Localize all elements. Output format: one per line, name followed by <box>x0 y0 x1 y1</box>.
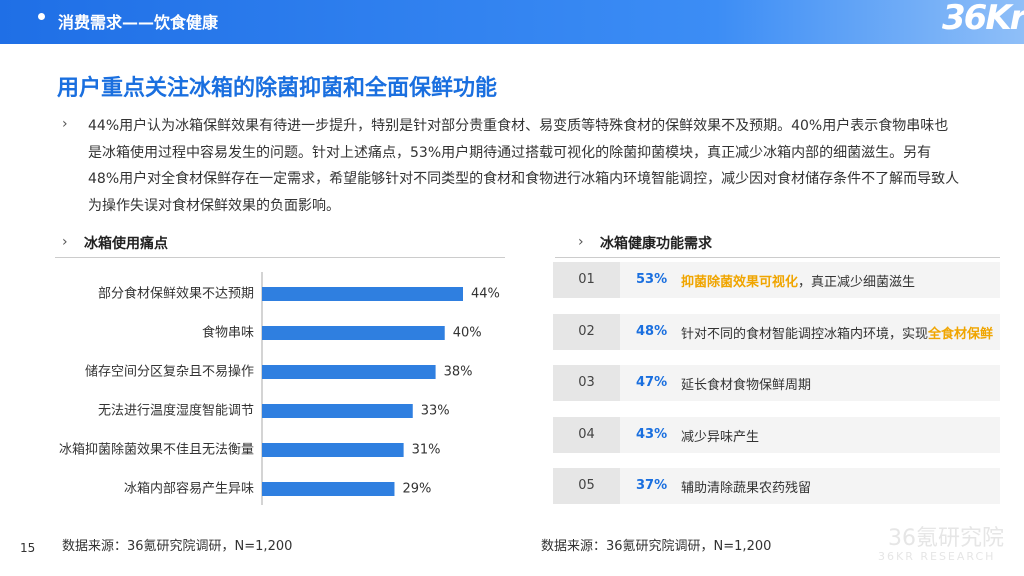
bar <box>262 287 463 301</box>
highlight-text: 抑菌除菌效果可视化 <box>681 275 799 290</box>
category-label: 储存空间分区复杂且不易操作 <box>85 364 254 380</box>
item-percent: 47% <box>636 375 668 390</box>
number-box <box>553 468 620 504</box>
item-text: 针对不同的食材智能调控冰箱内环境，实现全食材保鲜 <box>681 323 993 342</box>
header-dot <box>38 13 45 20</box>
category-label: 无法进行温度湿度智能调节 <box>98 403 254 419</box>
value-label: 38% <box>444 365 473 380</box>
item-number: 01 <box>578 272 595 287</box>
text: 减少异味产生 <box>681 429 760 445</box>
page-title: 用户重点关注冰箱的除菌抑菌和全面保鲜功能 <box>57 76 498 101</box>
value-label: 33% <box>421 404 450 419</box>
section-title: 消费需求——饮食健康 <box>58 13 219 32</box>
item-number: 03 <box>578 375 595 390</box>
logo: 36Kr <box>942 0 1024 38</box>
value-label: 31% <box>412 443 441 458</box>
chart-title: 冰箱使用痛点 <box>84 236 168 252</box>
category-label: 食物串味 <box>202 325 254 341</box>
item-text: 延长食材食物保鲜周期 <box>681 374 811 393</box>
item-text: 辅助清除蔬果农药残留 <box>681 477 811 496</box>
category-label: 冰箱内部容易产生异味 <box>124 481 254 497</box>
text: ，真正减少细菌滋生 <box>798 275 916 290</box>
needs-title: 冰箱健康功能需求 <box>600 236 712 252</box>
row-bg <box>620 468 1000 504</box>
bullet: › <box>62 116 68 132</box>
value-label: 44% <box>471 287 500 302</box>
item-percent: 37% <box>636 478 668 493</box>
bar <box>262 365 436 379</box>
bar <box>262 326 445 340</box>
paragraph: 44%用户认为冰箱保鲜效果有待进一步提升，特别是针对部分贵重食材、易变质等特殊食… <box>88 118 960 214</box>
divider <box>555 257 1000 258</box>
category-label: 冰箱抑菌除菌效果不佳且无法衡量 <box>59 442 254 458</box>
number-box <box>553 313 620 350</box>
category-label: 部分食材保鲜效果不达预期 <box>98 286 254 302</box>
bar <box>262 404 413 418</box>
bar <box>262 482 395 496</box>
highlight-text: 全食材保鲜 <box>928 326 994 342</box>
value-label: 29% <box>402 482 431 497</box>
row-bg <box>620 313 1000 350</box>
source: 数据来源：36氪研究院调研，N=1,200 <box>62 539 293 554</box>
text: 针对不同的食材智能调控冰箱内环境，实现 <box>681 326 929 342</box>
divider <box>55 257 505 258</box>
bar <box>262 443 404 457</box>
bullet: › <box>62 234 68 250</box>
row-bg <box>620 365 1000 401</box>
item-percent: 53% <box>636 272 668 287</box>
header-bar <box>0 0 1024 44</box>
bar-chart: 部分食材保鲜效果不达预期 44% 食物串味 40% 储存空间分区复杂且不易操作 38% 无法… <box>59 272 500 505</box>
item-percent: 43% <box>636 426 668 442</box>
text: 辅助清除蔬果农药残留 <box>681 481 812 496</box>
number-box <box>553 416 620 453</box>
page-number: 15 <box>20 541 36 555</box>
source: 数据来源：36氪研究院调研，N=1,200 <box>541 539 772 554</box>
number-box <box>553 365 620 401</box>
number-box <box>553 262 620 298</box>
text: 延长食材食物保鲜周期 <box>681 378 812 393</box>
item-text: 抑菌除菌效果可视化，真正减少细菌滋生 <box>681 271 915 290</box>
watermark-sub: 36KR RESEARCH <box>878 550 996 563</box>
bullet: › <box>578 234 584 250</box>
item-percent: 48% <box>636 323 668 339</box>
item-number: 05 <box>578 478 595 493</box>
item-number: 04 <box>578 426 595 442</box>
item-number: 02 <box>578 323 595 339</box>
row-bg <box>620 262 1000 298</box>
row-bg <box>620 416 1000 453</box>
value-label: 40% <box>453 326 482 341</box>
watermark: 36氪研究院 <box>888 526 1004 551</box>
item-text: 减少异味产生 <box>681 426 759 445</box>
